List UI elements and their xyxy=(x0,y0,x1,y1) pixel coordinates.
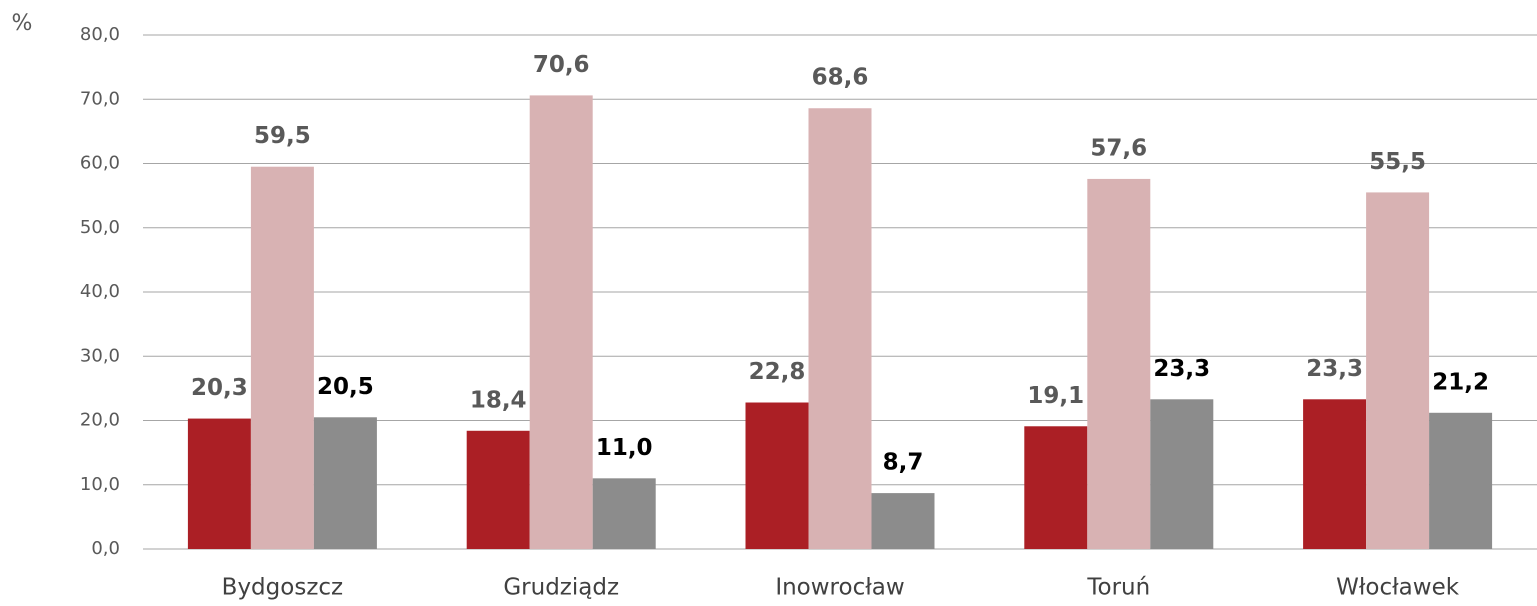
value-label: 57,6 xyxy=(1090,135,1147,161)
y-tick-label: 50,0 xyxy=(80,217,120,238)
bar xyxy=(187,418,251,549)
x-tick-label: Bydgoszcz xyxy=(222,575,343,601)
y-axis-label: % xyxy=(12,11,33,36)
value-label: 23,3 xyxy=(1153,356,1210,382)
bar xyxy=(871,493,935,549)
y-tick-label: 60,0 xyxy=(80,153,120,174)
x-tick-label: Grudziądz xyxy=(503,575,619,601)
x-tick-label: Włocławek xyxy=(1336,575,1460,601)
y-tick-label: 0,0 xyxy=(91,538,120,559)
value-label: 20,5 xyxy=(317,374,374,400)
bar xyxy=(529,95,593,550)
bar xyxy=(1303,399,1367,549)
bar xyxy=(1024,426,1088,549)
bar xyxy=(1429,412,1493,549)
x-tick-label: Inowrocław xyxy=(775,575,904,601)
value-label: 11,0 xyxy=(596,435,653,461)
bar xyxy=(313,417,377,549)
bar xyxy=(466,430,530,549)
bar xyxy=(745,402,809,549)
value-label: 22,8 xyxy=(749,359,806,385)
value-label: 8,7 xyxy=(883,450,924,476)
y-tick-label: 40,0 xyxy=(80,281,120,302)
bar xyxy=(1087,178,1151,550)
x-tick-label: Toruń xyxy=(1086,575,1150,601)
value-label: 20,3 xyxy=(191,375,248,401)
value-label: 18,4 xyxy=(470,387,527,413)
value-label: 21,2 xyxy=(1432,369,1489,395)
y-tick-label: 30,0 xyxy=(80,345,120,366)
bar xyxy=(1366,192,1430,549)
value-label: 19,1 xyxy=(1027,383,1084,409)
value-label: 70,6 xyxy=(533,52,590,78)
value-label: 55,5 xyxy=(1369,149,1426,175)
value-label: 59,5 xyxy=(254,123,311,149)
value-label: 23,3 xyxy=(1306,356,1363,382)
y-tick-label: 70,0 xyxy=(80,88,120,109)
y-tick-label: 10,0 xyxy=(80,474,120,495)
bar xyxy=(808,108,872,550)
bar xyxy=(1150,399,1214,549)
y-tick-label: 80,0 xyxy=(80,24,120,45)
bar xyxy=(592,478,656,549)
bar xyxy=(250,166,314,549)
value-label: 68,6 xyxy=(812,65,869,91)
y-tick-label: 20,0 xyxy=(80,410,120,431)
